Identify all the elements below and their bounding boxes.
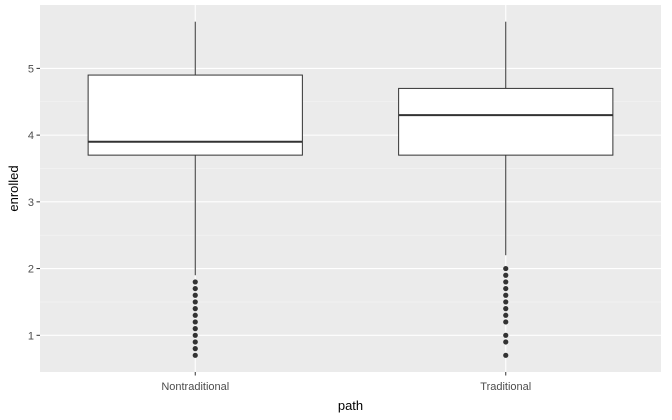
box-group-traditional: [398, 21, 614, 358]
x-tick-label: Nontraditional: [161, 381, 229, 393]
outlier-point: [192, 312, 198, 318]
y-tick-label: 5: [28, 63, 34, 75]
y-tick-label: 3: [28, 197, 34, 209]
outlier-point: [503, 339, 509, 345]
outlier-point: [192, 285, 198, 292]
outlier-point: [503, 306, 509, 312]
outlier-point: [192, 339, 198, 345]
y-tick-label: 4: [28, 130, 34, 142]
iqr-box: [398, 87, 614, 156]
outlier-point: [503, 272, 509, 278]
y-axis-title: enrolled: [6, 165, 21, 211]
outlier-point: [192, 292, 198, 298]
x-tick-label: Traditional: [480, 381, 531, 393]
outlier-point: [503, 292, 509, 298]
boxplot-marks: [87, 21, 614, 358]
plot-panel: [40, 5, 661, 372]
box-group-nontraditional: [87, 21, 303, 358]
x-axis-title: path: [338, 398, 363, 413]
outlier-point: [192, 346, 198, 352]
outlier-point: [503, 299, 509, 305]
outlier-point: [503, 265, 509, 272]
x-axis: Nontraditional Traditional: [161, 372, 531, 393]
y-tick-label: 2: [28, 264, 34, 276]
outlier-point: [503, 312, 509, 318]
outlier-point: [192, 279, 198, 285]
outlier-point: [192, 299, 198, 305]
outlier-point: [503, 319, 509, 325]
outlier-point: [503, 279, 509, 285]
outlier-point: [503, 352, 509, 358]
y-tick-label: 1: [28, 330, 34, 342]
outlier-point: [503, 332, 509, 338]
y-axis: 1 2 3 4 5: [28, 63, 40, 342]
outlier-point: [192, 306, 198, 312]
outlier-point: [503, 285, 509, 292]
outlier-point: [192, 352, 198, 358]
outlier-point: [192, 326, 198, 332]
outlier-point: [192, 332, 198, 338]
iqr-box: [87, 74, 303, 156]
outlier-point: [192, 319, 198, 325]
